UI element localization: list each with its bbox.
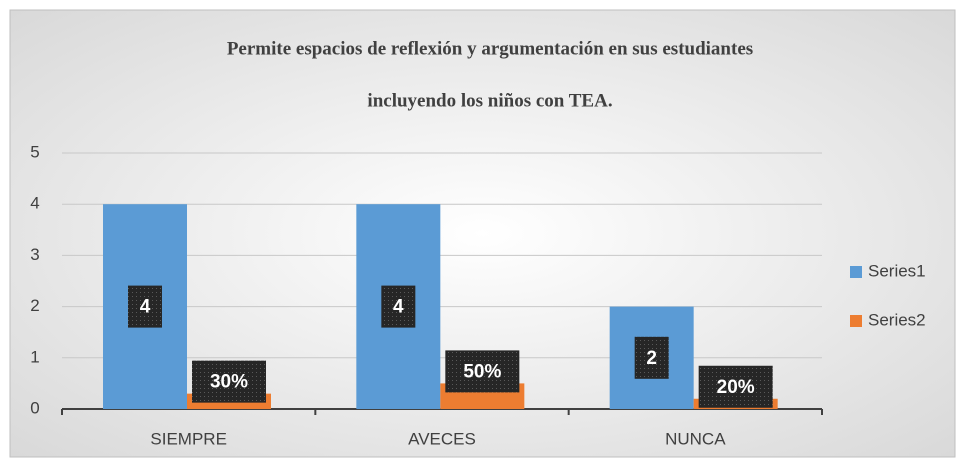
y-tick-label: 4 xyxy=(30,194,39,213)
legend-label: Series1 xyxy=(868,261,926,280)
data-label: 20% xyxy=(717,377,755,398)
data-label-box xyxy=(634,336,669,379)
data-label: 2 xyxy=(646,348,657,369)
data-label-box xyxy=(698,365,773,408)
data-label: 30% xyxy=(210,372,248,393)
data-label-box xyxy=(381,285,416,328)
y-tick-label: 3 xyxy=(30,245,39,264)
data-label-box xyxy=(192,360,266,403)
data-label-box xyxy=(128,285,162,328)
chart-title: Permite espacios de reflexión y argument… xyxy=(227,38,753,59)
data-label: 4 xyxy=(393,297,404,318)
y-tick-label: 5 xyxy=(30,142,39,161)
data-label-box xyxy=(445,350,520,393)
data-label: 4 xyxy=(140,297,151,318)
y-tick-label: 0 xyxy=(30,398,39,417)
x-tick-label: NUNCA xyxy=(665,429,726,448)
x-tick-label: SIEMPRE xyxy=(150,429,227,448)
data-label: 50% xyxy=(463,361,501,382)
legend-swatch xyxy=(850,266,862,278)
legend-label: Series2 xyxy=(868,310,926,329)
y-tick-label: 2 xyxy=(30,296,39,315)
x-tick-label: AVECES xyxy=(408,429,476,448)
y-tick-label: 1 xyxy=(30,347,39,366)
chart-title: incluyendo los niños con TEA. xyxy=(367,90,612,111)
legend-swatch xyxy=(850,315,862,327)
